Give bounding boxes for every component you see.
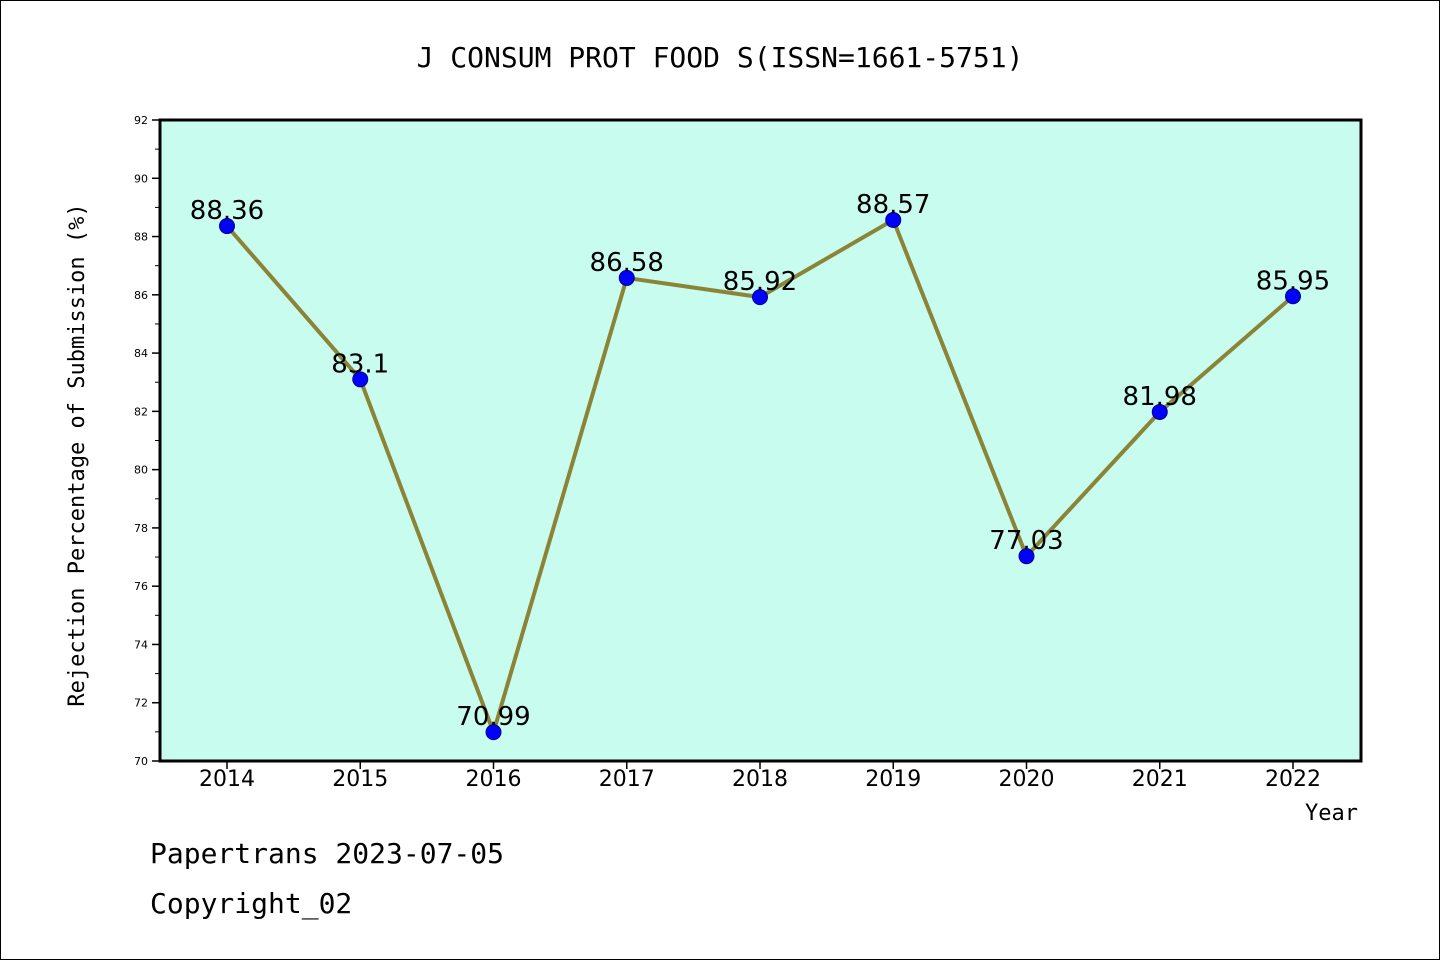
x-tick-label: 2017 [599,767,655,792]
data-point [219,218,235,235]
data-label: 77.03 [989,526,1063,556]
data-label: 88.57 [856,190,930,220]
data-point [352,371,369,388]
data-label: 88.36 [190,196,264,226]
y-tick-label: 80 [134,464,148,477]
y-tick-label: 92 [134,114,148,127]
x-tick-label: 2014 [199,767,255,792]
y-tick-label: 88 [134,231,148,244]
data-label: 85.95 [1256,266,1330,296]
x-tick-label: 2022 [1265,767,1321,792]
y-tick-label: 78 [134,522,148,535]
data-point [1018,548,1035,565]
x-tick-label: 2020 [999,767,1055,792]
data-markers [219,211,1301,741]
y-tick-label: 90 [134,172,148,185]
footer-source: Papertrans 2023-07-05 [150,837,504,870]
data-point [885,211,902,228]
x-tick-label: 2019 [865,767,921,792]
data-label: 86.58 [590,248,664,278]
chart-title: J CONSUM PROT FOOD S(ISSN=1661-5751) [417,41,1024,74]
data-point [752,289,768,306]
y-tick-label: 82 [134,405,148,418]
x-tick-label: 2018 [732,767,788,792]
data-label: 81.98 [1123,382,1197,412]
data-point [485,724,502,741]
data-point [1151,403,1168,420]
y-tick-label: 86 [134,289,148,302]
footer-copyright: Copyright_02 [150,887,352,921]
x-tick-label: 2016 [466,767,522,792]
x-axis: 2014 2015 2016 2017 2018 2019 2020 2021 2022 [199,761,1321,792]
plot-area [160,120,1361,761]
y-tick-label: 76 [134,580,148,593]
data-labels: 88.36 83.1 70.99 86.58 85.92 88.57 77.03 81.98 8… [190,190,1330,732]
y-tick-label: 74 [134,638,148,651]
plot-border [158,118,1363,763]
x-tick-label: 2021 [1132,767,1188,792]
y-tick-label: 70 [134,755,148,768]
data-point [1285,288,1301,305]
y-axis-label: Rejection Percentage of Submission (%) [65,203,90,706]
data-point [618,269,635,286]
data-label: 85.92 [723,267,797,297]
data-label: 70.99 [456,702,530,732]
y-axis: 70 72 74 76 78 80 82 84 86 88 90 92 [134,114,160,768]
data-label: 83.1 [331,349,389,379]
x-tick-label: 2015 [332,767,388,792]
y-tick-label: 84 [134,347,148,360]
y-tick-label: 72 [134,697,148,710]
x-axis-label: Year [1305,801,1358,826]
